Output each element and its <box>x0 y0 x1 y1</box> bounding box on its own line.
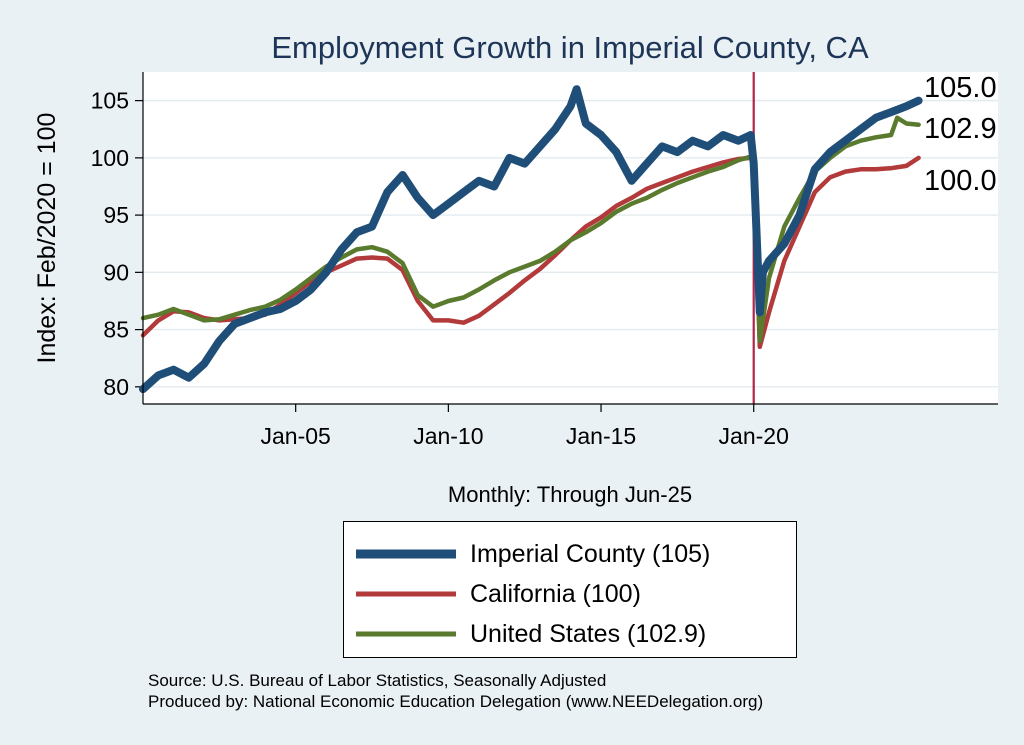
producer-note: Produced by: National Economic Education… <box>148 692 764 711</box>
legend-item-california: California (100) <box>356 574 796 614</box>
y-tick-label: 90 <box>103 259 129 285</box>
legend-swatch-us <box>356 631 456 637</box>
x-axis-ticks: Jan-05 Jan-10 Jan-15 Jan-20 <box>261 404 789 449</box>
legend-swatch-california <box>356 591 456 597</box>
x-tick-label: Jan-10 <box>413 423 483 449</box>
series-line-united-states <box>140 115 921 344</box>
y-tick-label: 85 <box>103 317 129 343</box>
series-layer <box>139 85 923 394</box>
chart-title: Employment Growth in Imperial County, CA <box>271 30 869 65</box>
x-axis-title: Monthly: Through Jun-25 <box>448 482 692 507</box>
legend-swatch-imperial <box>356 549 456 559</box>
legend-label-california: California (100) <box>470 579 641 608</box>
series-line-imperial-county <box>139 85 923 394</box>
end-label-imperial: 105.0 <box>924 72 997 104</box>
x-tick-label: Jan-15 <box>566 423 636 449</box>
end-label-california: 100.0 <box>924 165 997 197</box>
x-tick-label: Jan-20 <box>719 423 789 449</box>
y-tick-label: 100 <box>91 145 129 171</box>
y-tick-label: 80 <box>103 374 129 400</box>
legend-label-us: United States (102.9) <box>470 619 707 648</box>
legend-label-imperial: Imperial County (105) <box>470 539 711 568</box>
y-axis-title: Index: Feb/2020 = 100 <box>33 113 61 364</box>
y-tick-label: 95 <box>103 202 129 228</box>
footer: Source: U.S. Bureau of Labor Statistics,… <box>148 670 763 712</box>
y-tick-label: 105 <box>91 88 129 114</box>
legend-item-imperial: Imperial County (105) <box>356 534 796 574</box>
y-axis-ticks: 80 85 90 95 100 105 <box>91 88 143 400</box>
x-tick-label: Jan-05 <box>261 423 331 449</box>
legend: Imperial County (105) California (100) U… <box>343 521 797 658</box>
end-label-us: 102.9 <box>924 113 997 145</box>
legend-item-us: United States (102.9) <box>356 614 796 654</box>
source-note: Source: U.S. Bureau of Labor Statistics,… <box>148 671 607 690</box>
